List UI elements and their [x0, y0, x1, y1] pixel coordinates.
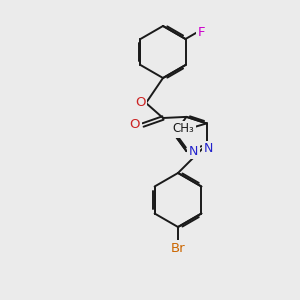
Text: CH₃: CH₃ [173, 122, 194, 135]
Text: N: N [170, 124, 180, 136]
Text: O: O [135, 97, 145, 110]
Text: Br: Br [171, 242, 185, 254]
Text: F: F [198, 26, 206, 39]
Text: N: N [189, 145, 198, 158]
Text: O: O [130, 118, 140, 130]
Text: N: N [204, 142, 213, 155]
